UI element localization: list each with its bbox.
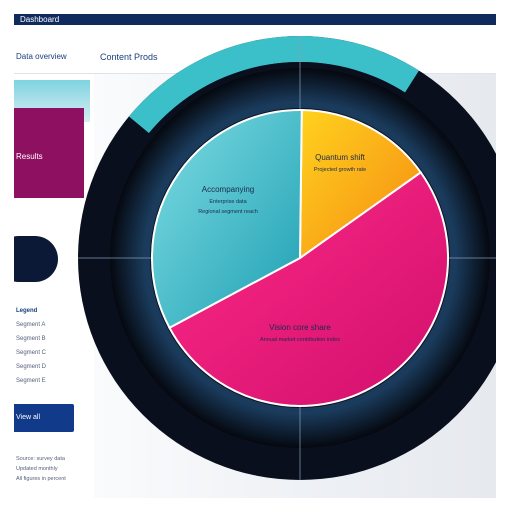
footer-line: All figures in percent xyxy=(16,476,66,482)
pie-slice[interactable] xyxy=(298,108,423,260)
app-title: Dashboard xyxy=(20,15,60,24)
teal-ring-arc xyxy=(128,36,419,134)
nav-link-content[interactable]: Content Prods xyxy=(100,52,158,62)
sidebar-list-item[interactable]: Segment C xyxy=(16,350,47,356)
sidebar-list-item[interactable]: Segment E xyxy=(16,378,46,384)
nav-link-overview[interactable]: Data overview xyxy=(16,52,67,61)
slice-sublabel: Annual market contribution index xyxy=(260,337,340,343)
sidebar-list-item[interactable]: Segment B xyxy=(16,336,46,342)
view-all-button[interactable]: View all xyxy=(14,404,74,432)
pie-slice[interactable] xyxy=(151,109,303,330)
footer-line: Source: survey data xyxy=(16,456,65,462)
sidebar-list-item[interactable]: Segment A xyxy=(16,322,46,328)
slice-sublabel: Projected growth rate xyxy=(314,167,366,173)
slice-label: Quantum shift xyxy=(315,153,366,162)
sidebar-card[interactable]: Results xyxy=(14,108,84,198)
slice-sublabel: Enterprise data xyxy=(209,199,247,205)
sidebar-list-item[interactable]: Legend xyxy=(16,308,38,314)
sidebar-card-label: Results xyxy=(16,152,43,161)
footer-line: Updated monthly xyxy=(16,466,58,472)
top-bar: Dashboard xyxy=(14,14,496,25)
sidebar-list-item[interactable]: Segment D xyxy=(16,364,47,370)
sidebar-footer: Source: survey data Updated monthly All … xyxy=(16,454,86,484)
sidebar-pill-toggle[interactable] xyxy=(14,236,58,282)
slice-label: Accompanying xyxy=(202,185,254,194)
slice-label: Vision core share xyxy=(269,323,331,332)
sidebar-list: Legend Segment A Segment B Segment C Seg… xyxy=(16,304,86,388)
pie-slice[interactable] xyxy=(168,171,449,407)
slice-extra-label: Regional segment reach xyxy=(198,209,258,215)
